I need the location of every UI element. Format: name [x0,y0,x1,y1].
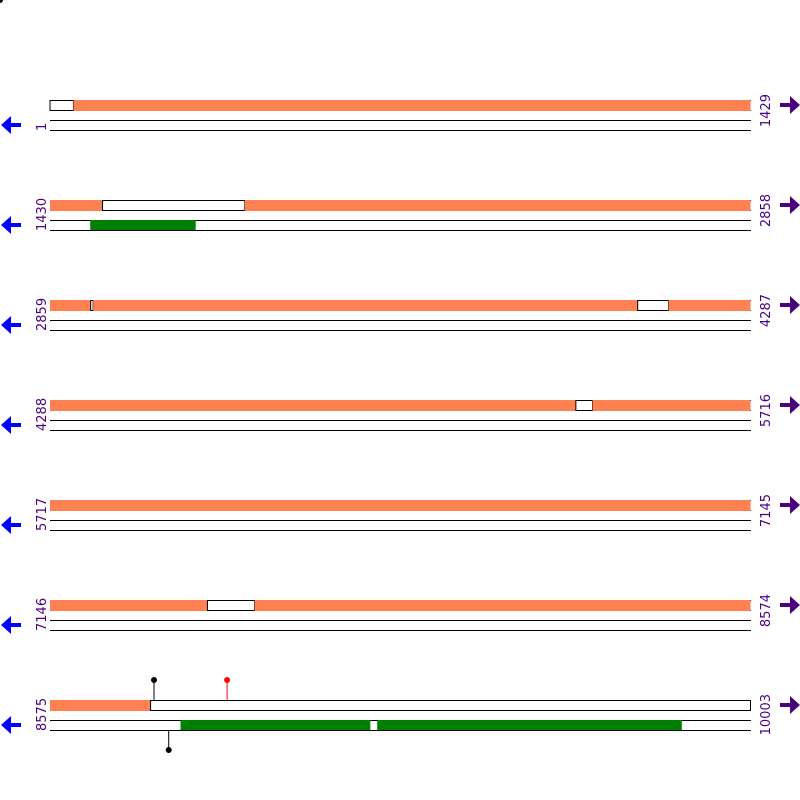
feature-block [592,400,751,411]
gap-block [101,200,246,211]
row-start-label: 8575 [35,698,50,731]
arrow-head [1,116,11,134]
map-row: 7146 8574 [1,594,800,634]
purple-right-arrow-icon [780,396,800,414]
arrow-head [1,616,11,634]
row-end-label: 1429 [759,94,774,127]
feature-block [668,300,751,311]
feature-block [50,500,751,511]
row-start-label: 4288 [35,398,50,431]
row-end-label: 8574 [759,594,774,627]
feature-block [50,300,91,311]
arrow-head [1,716,11,734]
arrow-head [790,96,800,114]
feature-block [93,300,638,311]
row-start-label: 1 [35,123,50,131]
feature-block [50,200,103,211]
purple-right-arrow-icon [780,496,800,514]
blue-left-arrow-icon [1,616,21,634]
map-row: 1430 2858 [1,194,800,234]
blue-left-arrow-icon [1,416,21,434]
gap-block [49,100,75,111]
gap-block [575,400,594,411]
feature-block [50,400,576,411]
arrow-head [790,196,800,214]
blue-left-arrow-icon [1,316,21,334]
feature-block [50,700,151,711]
purple-right-arrow-icon [780,696,800,714]
feature-block [254,600,751,611]
map-row: 1 1429 [1,94,800,134]
arrow-head [790,296,800,314]
blue-left-arrow-icon [1,216,21,234]
row-end-label: 5716 [759,394,774,427]
purple-right-arrow-icon [780,96,800,114]
row-start-label: 7146 [35,598,50,631]
feature-block [50,600,208,611]
arrow-head [1,316,11,334]
gap-block [90,300,94,311]
feature-block [73,100,751,111]
row-start-label: 2859 [35,298,50,331]
site-marker-dot [165,747,172,753]
purple-right-arrow-icon [780,196,800,214]
row-start-label: 5717 [35,498,50,531]
row-end-label: 2858 [759,194,774,227]
arrow-head [790,696,800,714]
map-row: 2859 4287 [1,294,800,334]
blue-left-arrow-icon [1,716,21,734]
row-end-label: 7145 [759,494,774,527]
site-marker-dot [224,677,231,683]
row-end-label: 4287 [759,294,774,327]
orf-block [377,720,682,730]
corner-dot [0,0,3,3]
purple-right-arrow-icon [780,296,800,314]
blue-left-arrow-icon [1,116,21,134]
purple-right-arrow-icon [780,596,800,614]
gap-block [206,600,256,611]
arrow-head [790,396,800,414]
gap-block [150,700,752,711]
gap-block [637,300,670,311]
map-row: 4288 5716 [1,394,800,434]
arrow-head [790,496,800,514]
site-marker-dot [150,677,157,683]
orf-block [180,720,371,730]
orf-block [90,220,196,230]
arrow-head [1,516,11,534]
map-row: 5717 7145 [1,494,800,534]
blue-left-arrow-icon [1,516,21,534]
row-start-label: 1430 [35,198,50,231]
arrow-head [1,216,11,234]
map-row: 8575 10003 [1,677,800,753]
feature-block [244,200,751,211]
arrow-head [790,596,800,614]
row-end-label: 10003 [759,694,774,735]
arrow-head [1,416,11,434]
